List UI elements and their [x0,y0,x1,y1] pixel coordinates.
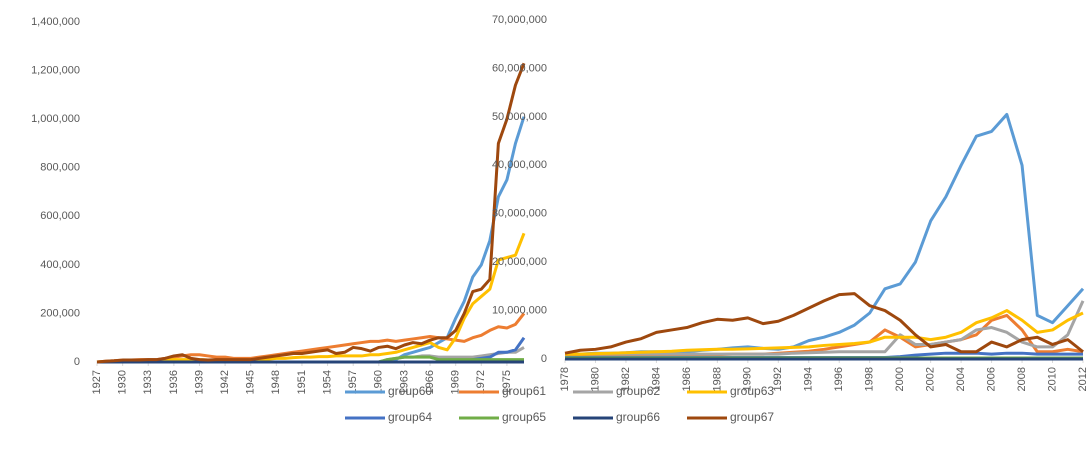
x-tick-label: 1998 [864,367,876,391]
legend-item: group60 [345,384,432,398]
legend-label: group66 [616,410,660,424]
legend-label: group63 [730,384,774,398]
x-tick-label: 2004 [955,367,967,391]
y-tick-label: 1,400,000 [31,16,80,28]
legend-label: group60 [388,384,432,398]
y-tick-label: 10,000,000 [492,304,547,316]
x-tick-label: 1986 [681,367,693,391]
x-tick-label: 1960 [373,370,385,394]
x-tick-label: 1954 [321,370,333,394]
y-tick-label: 1,000,000 [31,113,80,125]
x-tick-label: 1972 [475,370,487,394]
legend-label: group61 [502,384,546,398]
legend-label: group67 [730,410,774,424]
y-tick-label: 30,000,000 [492,208,547,220]
x-tick-label: 2010 [1046,367,1058,391]
legend-item: group65 [459,410,546,424]
x-tick-label: 1936 [168,370,180,394]
x-tick-label: 1948 [270,370,282,394]
legend-item: group64 [345,410,432,424]
legend-item: group62 [573,384,660,398]
series-line [565,309,1084,356]
y-tick-label: 200,000 [40,307,80,319]
x-tick-label: 1957 [347,370,359,394]
series-line [96,62,526,364]
x-tick-label: 2002 [925,367,937,391]
x-tick-label: 1990 [742,367,754,391]
x-tick-label: 1978 [559,367,571,391]
x-tick-label: 1975 [501,370,513,394]
y-tick-label: 60,000,000 [492,62,547,74]
x-tick-label: 1945 [245,370,257,394]
x-tick-label: 1994 [803,367,815,391]
x-tick-label: 1996 [833,367,845,391]
x-tick-label: 1933 [142,370,154,394]
legend-item: group66 [573,410,660,424]
x-tick-label: 2012 [1077,367,1087,391]
series-line [565,112,1085,356]
y-tick-label: 600,000 [40,210,80,222]
legend-label: group65 [502,410,546,424]
legend-item: group63 [687,384,774,398]
legend-item: group61 [459,384,546,398]
y-tick-label: 70,000,000 [492,14,547,26]
y-tick-label: 40,000,000 [492,159,547,171]
series-line [96,232,526,364]
y-tick-label: 50,000,000 [492,111,547,123]
legend-item: group67 [687,410,774,424]
y-tick-label: 800,000 [40,162,80,174]
x-tick-label: 2008 [1016,367,1028,391]
x-tick-label: 1980 [589,367,601,391]
x-tick-label: 1951 [296,370,308,394]
x-tick-label: 2006 [985,367,997,391]
x-tick-label: 1930 [117,370,129,394]
y-tick-label: 20,000,000 [492,256,547,268]
series-line [564,292,1084,355]
series-line [565,300,1085,356]
x-tick-label: 1984 [650,367,662,391]
x-tick-label: 1927 [91,370,103,394]
y-tick-label: 400,000 [40,259,80,271]
legend-label: group62 [616,384,660,398]
x-tick-label: 1982 [620,367,632,391]
x-tick-label: 1939 [193,370,205,394]
y-tick-label: 0 [541,353,547,365]
x-tick-label: 1969 [450,370,462,394]
x-tick-label: 1963 [398,370,410,394]
x-tick-label: 1988 [711,367,723,391]
x-tick-label: 1992 [772,367,784,391]
y-tick-label: 0 [74,356,80,368]
x-tick-label: 1942 [219,370,231,394]
x-tick-label: 2000 [894,367,906,391]
legend-label: group64 [388,410,432,424]
x-tick-label: 1966 [424,370,436,394]
y-tick-label: 1,200,000 [31,64,80,76]
